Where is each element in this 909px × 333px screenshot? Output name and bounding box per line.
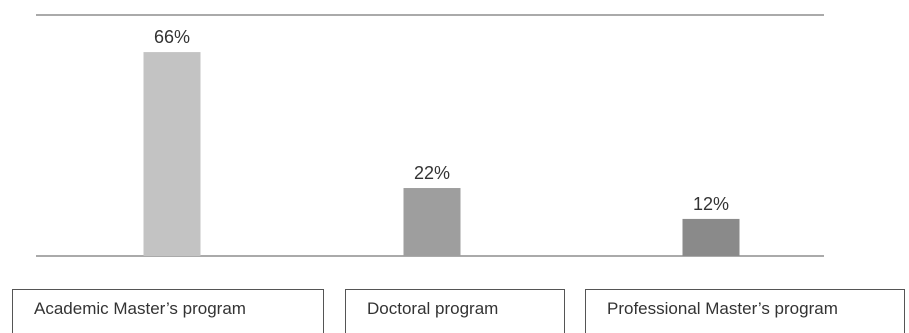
value-label-2: 12% bbox=[693, 194, 729, 214]
bars-group bbox=[143, 52, 740, 257]
category-label-2: Professional Master’s program bbox=[585, 289, 905, 333]
value-label-1: 22% bbox=[414, 163, 450, 183]
value-label-0: 66% bbox=[154, 27, 190, 47]
bar-1 bbox=[403, 188, 461, 256]
value-labels-group: 66% 22% 12% bbox=[154, 27, 729, 214]
bar-0 bbox=[143, 52, 201, 257]
category-label-0: Academic Master’s program bbox=[12, 289, 324, 333]
category-label-1: Doctoral program bbox=[345, 289, 565, 333]
bar-2 bbox=[682, 218, 740, 256]
